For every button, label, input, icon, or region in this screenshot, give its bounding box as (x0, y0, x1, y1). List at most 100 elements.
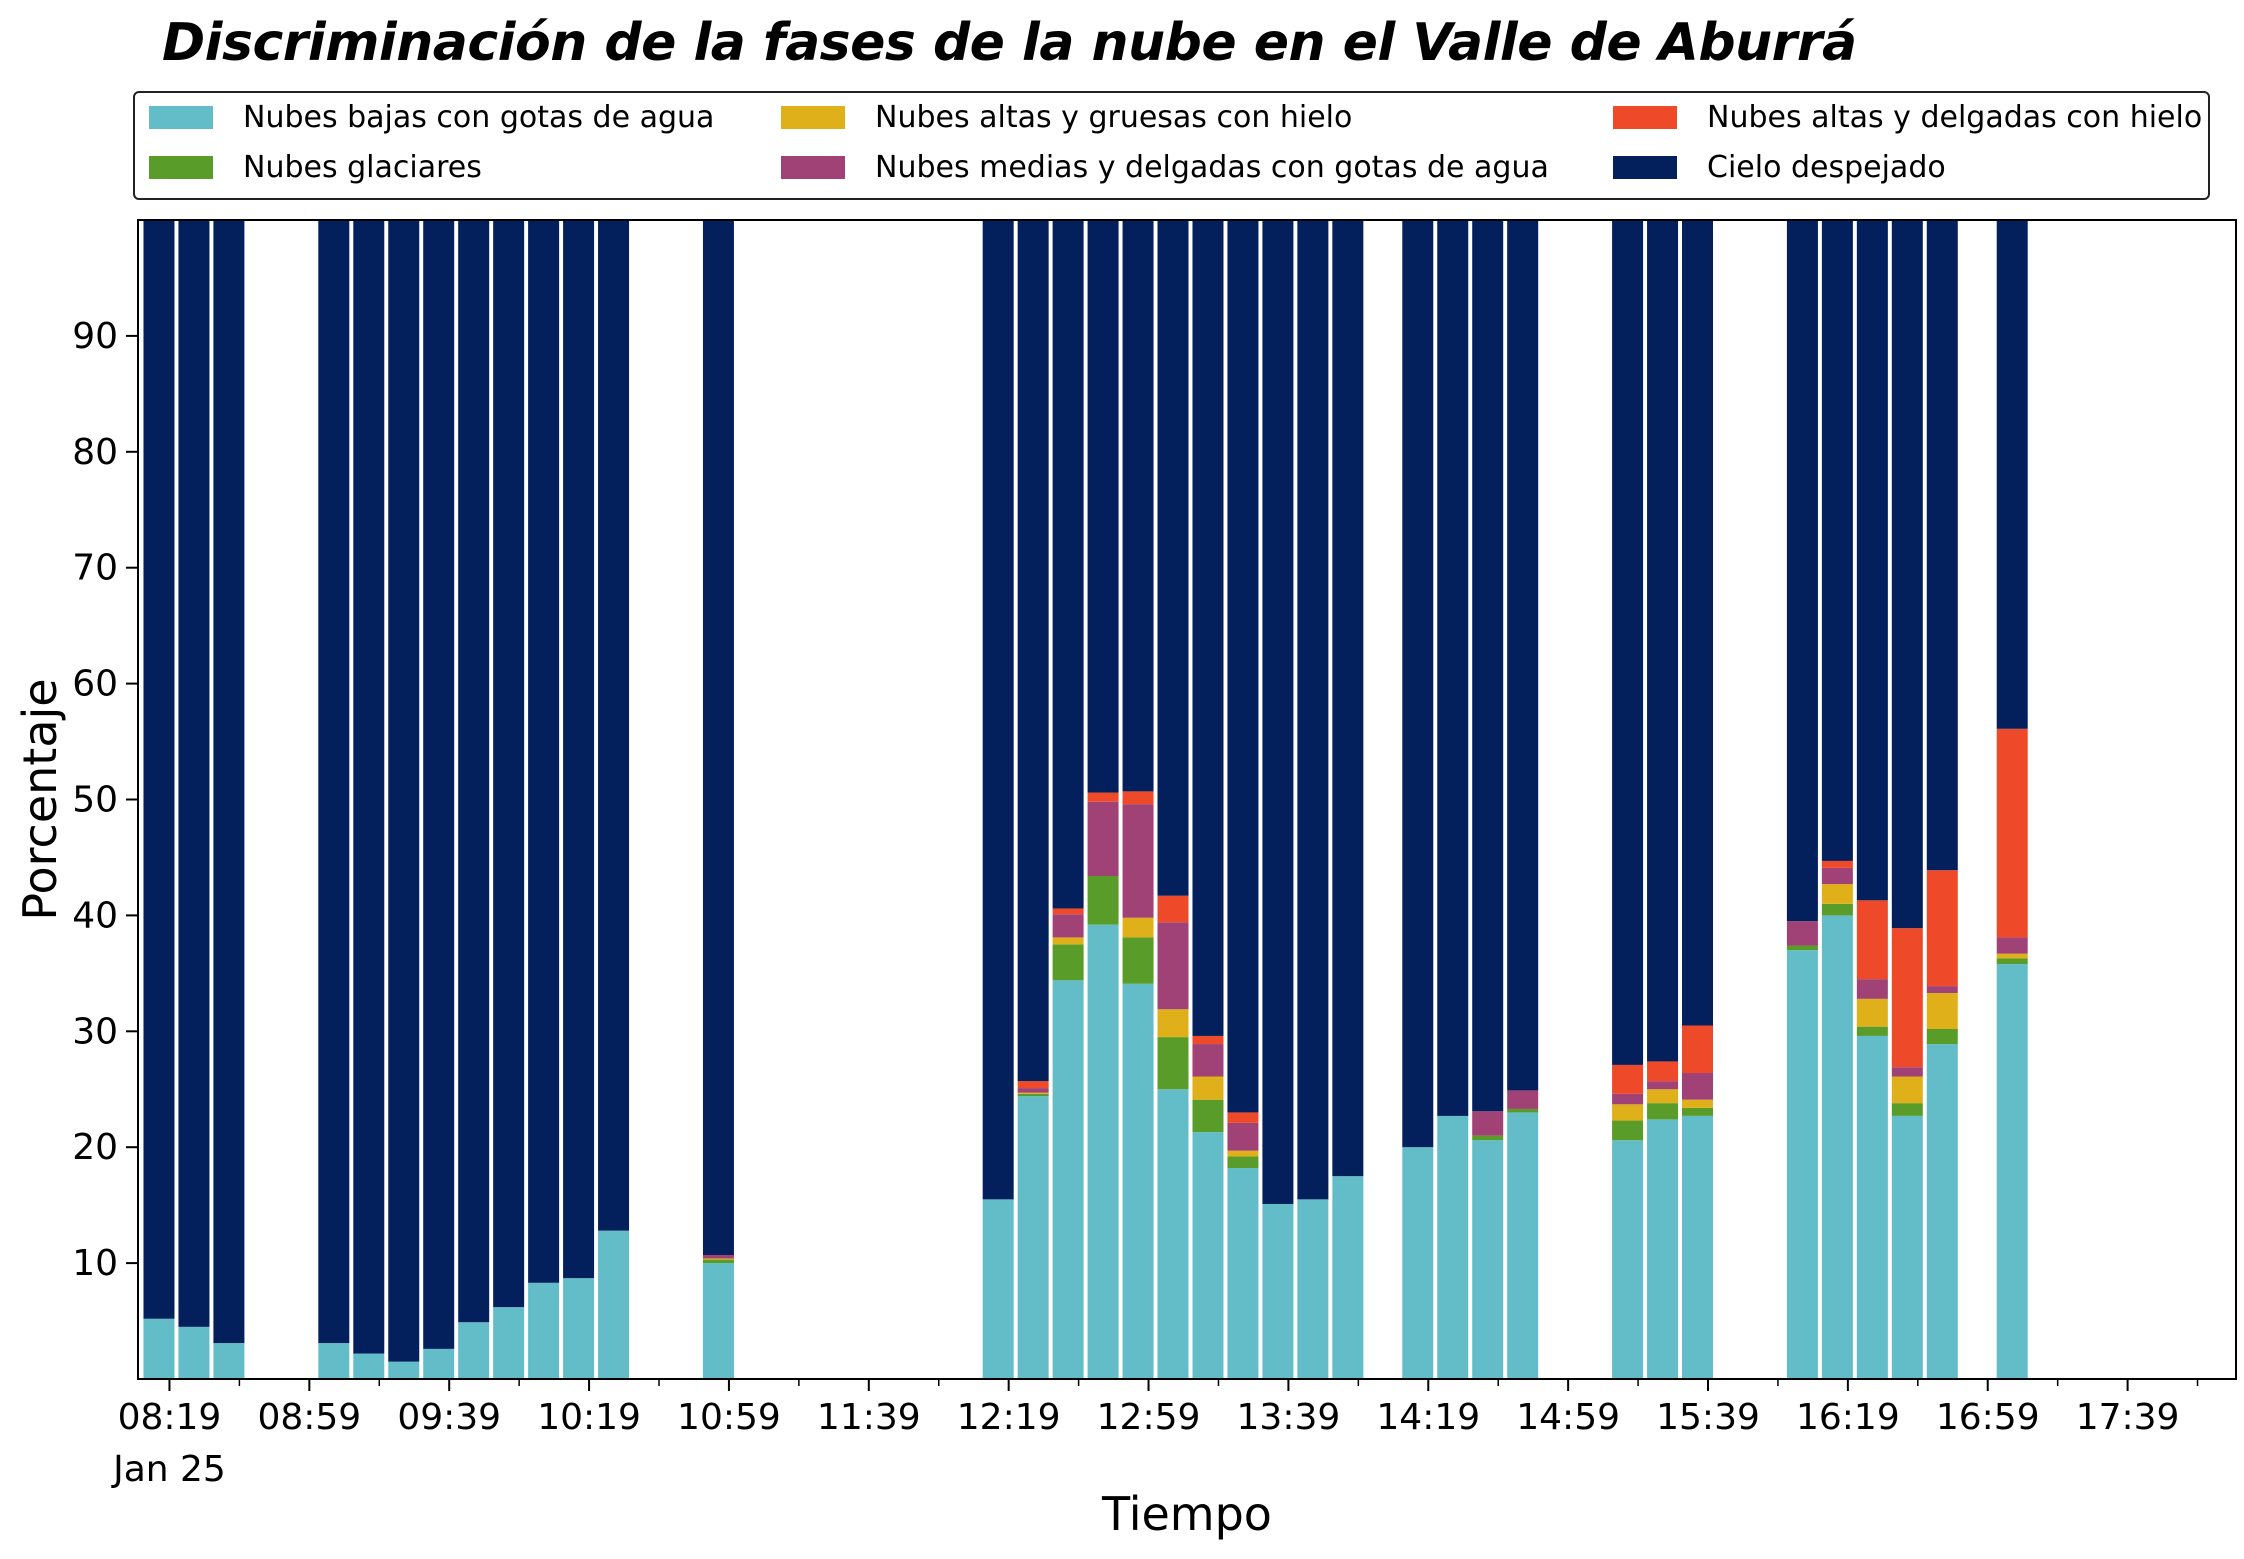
y-tick-label: 40 (72, 895, 118, 936)
bar-segment (1087, 924, 1119, 1379)
legend-item: Nubes altas y delgadas con hielo (1613, 99, 2202, 135)
bar-segment (1891, 220, 1923, 929)
legend-label: Nubes medias y delgadas con gotas de agu… (875, 149, 1549, 185)
chart-title: Discriminación de la fases de la nube en… (162, 13, 1857, 73)
y-tick-label: 60 (72, 664, 118, 705)
y-axis-label: Porcentaje (13, 678, 67, 920)
x-tick-label: 08:19 (118, 1397, 222, 1438)
bar-segment (178, 1326, 210, 1379)
bar-segment (1017, 220, 1049, 1082)
bar-segment (1612, 220, 1644, 1065)
bar-segment (1192, 1044, 1224, 1077)
bar-segment (1087, 792, 1119, 802)
bar-segment (1926, 1028, 1958, 1045)
bar-segment (1297, 220, 1329, 1200)
bar-segment (1996, 937, 2028, 954)
bar-segment (1682, 220, 1714, 1026)
bar-segment (528, 1282, 560, 1379)
bar-segment (598, 220, 630, 1231)
bar-segment (1647, 220, 1679, 1062)
bar-segment (1192, 1099, 1224, 1133)
bar-segment (423, 220, 455, 1349)
bar-segment (1891, 1076, 1923, 1104)
bar-segment (1856, 220, 1888, 901)
bar-segment (1856, 998, 1888, 1027)
bar-segment (1157, 1089, 1189, 1379)
legend-swatch (1613, 155, 1677, 179)
legend-swatch (149, 155, 213, 179)
bar-segment (1821, 903, 1853, 916)
bar-segment (1647, 1103, 1679, 1120)
bar-segment (1786, 950, 1818, 1379)
legend-swatch (1613, 105, 1677, 129)
bar-segment (1122, 804, 1154, 918)
x-tick-label: 10:19 (537, 1397, 641, 1438)
y-tick-label: 90 (72, 316, 118, 357)
bar-segment (1472, 1140, 1504, 1379)
bar-segment (702, 220, 734, 1255)
bar-segment (353, 1353, 385, 1379)
bar-segment (528, 220, 560, 1283)
legend-swatch (781, 105, 845, 129)
bar-segment (1192, 1132, 1224, 1379)
legend: Nubes bajas con gotas de agua Nubes glaci… (133, 91, 2210, 200)
bar-segment (1507, 1090, 1539, 1109)
x-tick-label: 12:59 (1097, 1397, 1201, 1438)
bar-segment (1821, 915, 1853, 1379)
x-tick-label: 11:39 (817, 1397, 921, 1438)
bar-segment (143, 220, 175, 1319)
bar-segment (1891, 1115, 1923, 1379)
bar-segment (1157, 895, 1189, 923)
bar-segment (1087, 801, 1119, 876)
bar-segment (1052, 908, 1084, 915)
bar-segment (1996, 964, 2028, 1379)
bar-segment (143, 1318, 175, 1379)
bar-segment (1612, 1120, 1644, 1141)
legend-item: Nubes medias y delgadas con gotas de agu… (781, 149, 1549, 185)
bar-segment (213, 1343, 245, 1379)
bar-segment (1507, 220, 1539, 1091)
bar-segment (1996, 728, 2028, 938)
bar-segment (598, 1230, 630, 1379)
bar-segment (1052, 944, 1084, 981)
bar-segment (1647, 1089, 1679, 1104)
bar-segment (702, 1259, 734, 1264)
bar-segment (1122, 791, 1154, 805)
bar-segment (1332, 1176, 1364, 1379)
bar-segment (1472, 1135, 1504, 1141)
bar-segment (318, 220, 350, 1344)
legend-label: Nubes altas y gruesas con hielo (875, 99, 1353, 135)
bar-segment (1227, 1156, 1259, 1169)
bar-segment (1437, 220, 1469, 1116)
bar-segment (1856, 1026, 1888, 1036)
legend-label: Nubes bajas con gotas de agua (243, 99, 715, 135)
bar-segment (563, 220, 595, 1279)
bar-segment (1682, 1107, 1714, 1116)
bar-segment (1507, 1108, 1539, 1113)
bars (143, 220, 2028, 1379)
bar-segment (1647, 1061, 1679, 1082)
x-tick-label: 15:39 (1656, 1397, 1760, 1438)
bar-segment (1017, 1092, 1049, 1094)
bar-segment (702, 1258, 734, 1260)
bar-segment (1297, 1199, 1329, 1379)
y-tick-label: 50 (72, 780, 118, 821)
bar-segment (1192, 1076, 1224, 1100)
bar-segment (1402, 220, 1434, 1148)
bar-segment (423, 1348, 455, 1379)
bar-segment (1821, 867, 1853, 885)
bar-segment (1786, 921, 1818, 946)
bar-segment (1052, 937, 1084, 945)
bar-segment (1996, 220, 2028, 729)
bar-segment (178, 220, 210, 1327)
bar-segment (1682, 1115, 1714, 1379)
bar-segment (1262, 1203, 1294, 1379)
bar-segment (1227, 1168, 1259, 1379)
legend-swatch (149, 105, 213, 129)
y-tick-label: 20 (72, 1127, 118, 1168)
legend-swatch (781, 155, 845, 179)
bar-segment (1647, 1119, 1679, 1379)
bar-segment (1926, 1044, 1958, 1379)
bar-segment (493, 1307, 525, 1379)
bar-segment (1786, 945, 1818, 951)
